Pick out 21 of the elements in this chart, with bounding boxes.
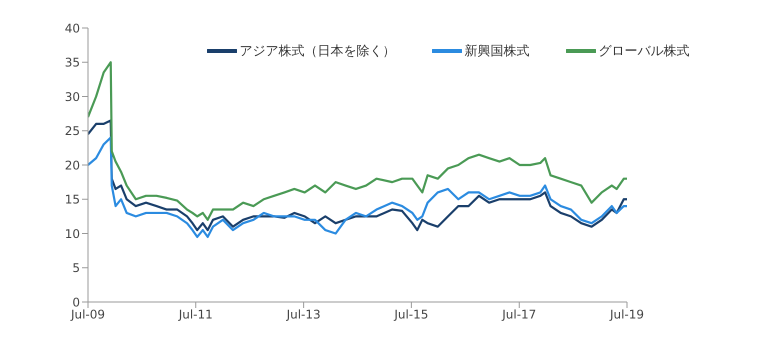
legend-label: グローバル株式 [598, 43, 690, 60]
y-tick-label: 35 [64, 56, 80, 70]
y-tick-label: 5 [72, 261, 80, 276]
line-series [88, 119, 627, 232]
x-tick-label: Jul-11 [178, 308, 213, 322]
y-tick-label: 10 [64, 226, 80, 241]
x-tick-label: Jul-09 [70, 308, 106, 322]
y-tick-label: 25 [64, 124, 80, 138]
x-tick-label: Jul-15 [393, 308, 428, 322]
y-tick-label: 30 [64, 90, 80, 104]
y-tick-label: 40 [64, 21, 80, 36]
y-tick-label: 20 [64, 158, 80, 172]
line-series [88, 136, 627, 238]
legend-label: 新興国株式 [464, 43, 530, 60]
x-tick-label: Jul-17 [501, 308, 536, 322]
y-tick-label: 0 [72, 295, 80, 310]
y-tick-label: 15 [64, 192, 80, 207]
line-series [88, 61, 627, 221]
x-tick-label: Jul-13 [286, 308, 321, 322]
x-tick-label: Jul-19 [608, 308, 644, 322]
legend-label: アジア株式（日本を除く） [240, 43, 396, 60]
